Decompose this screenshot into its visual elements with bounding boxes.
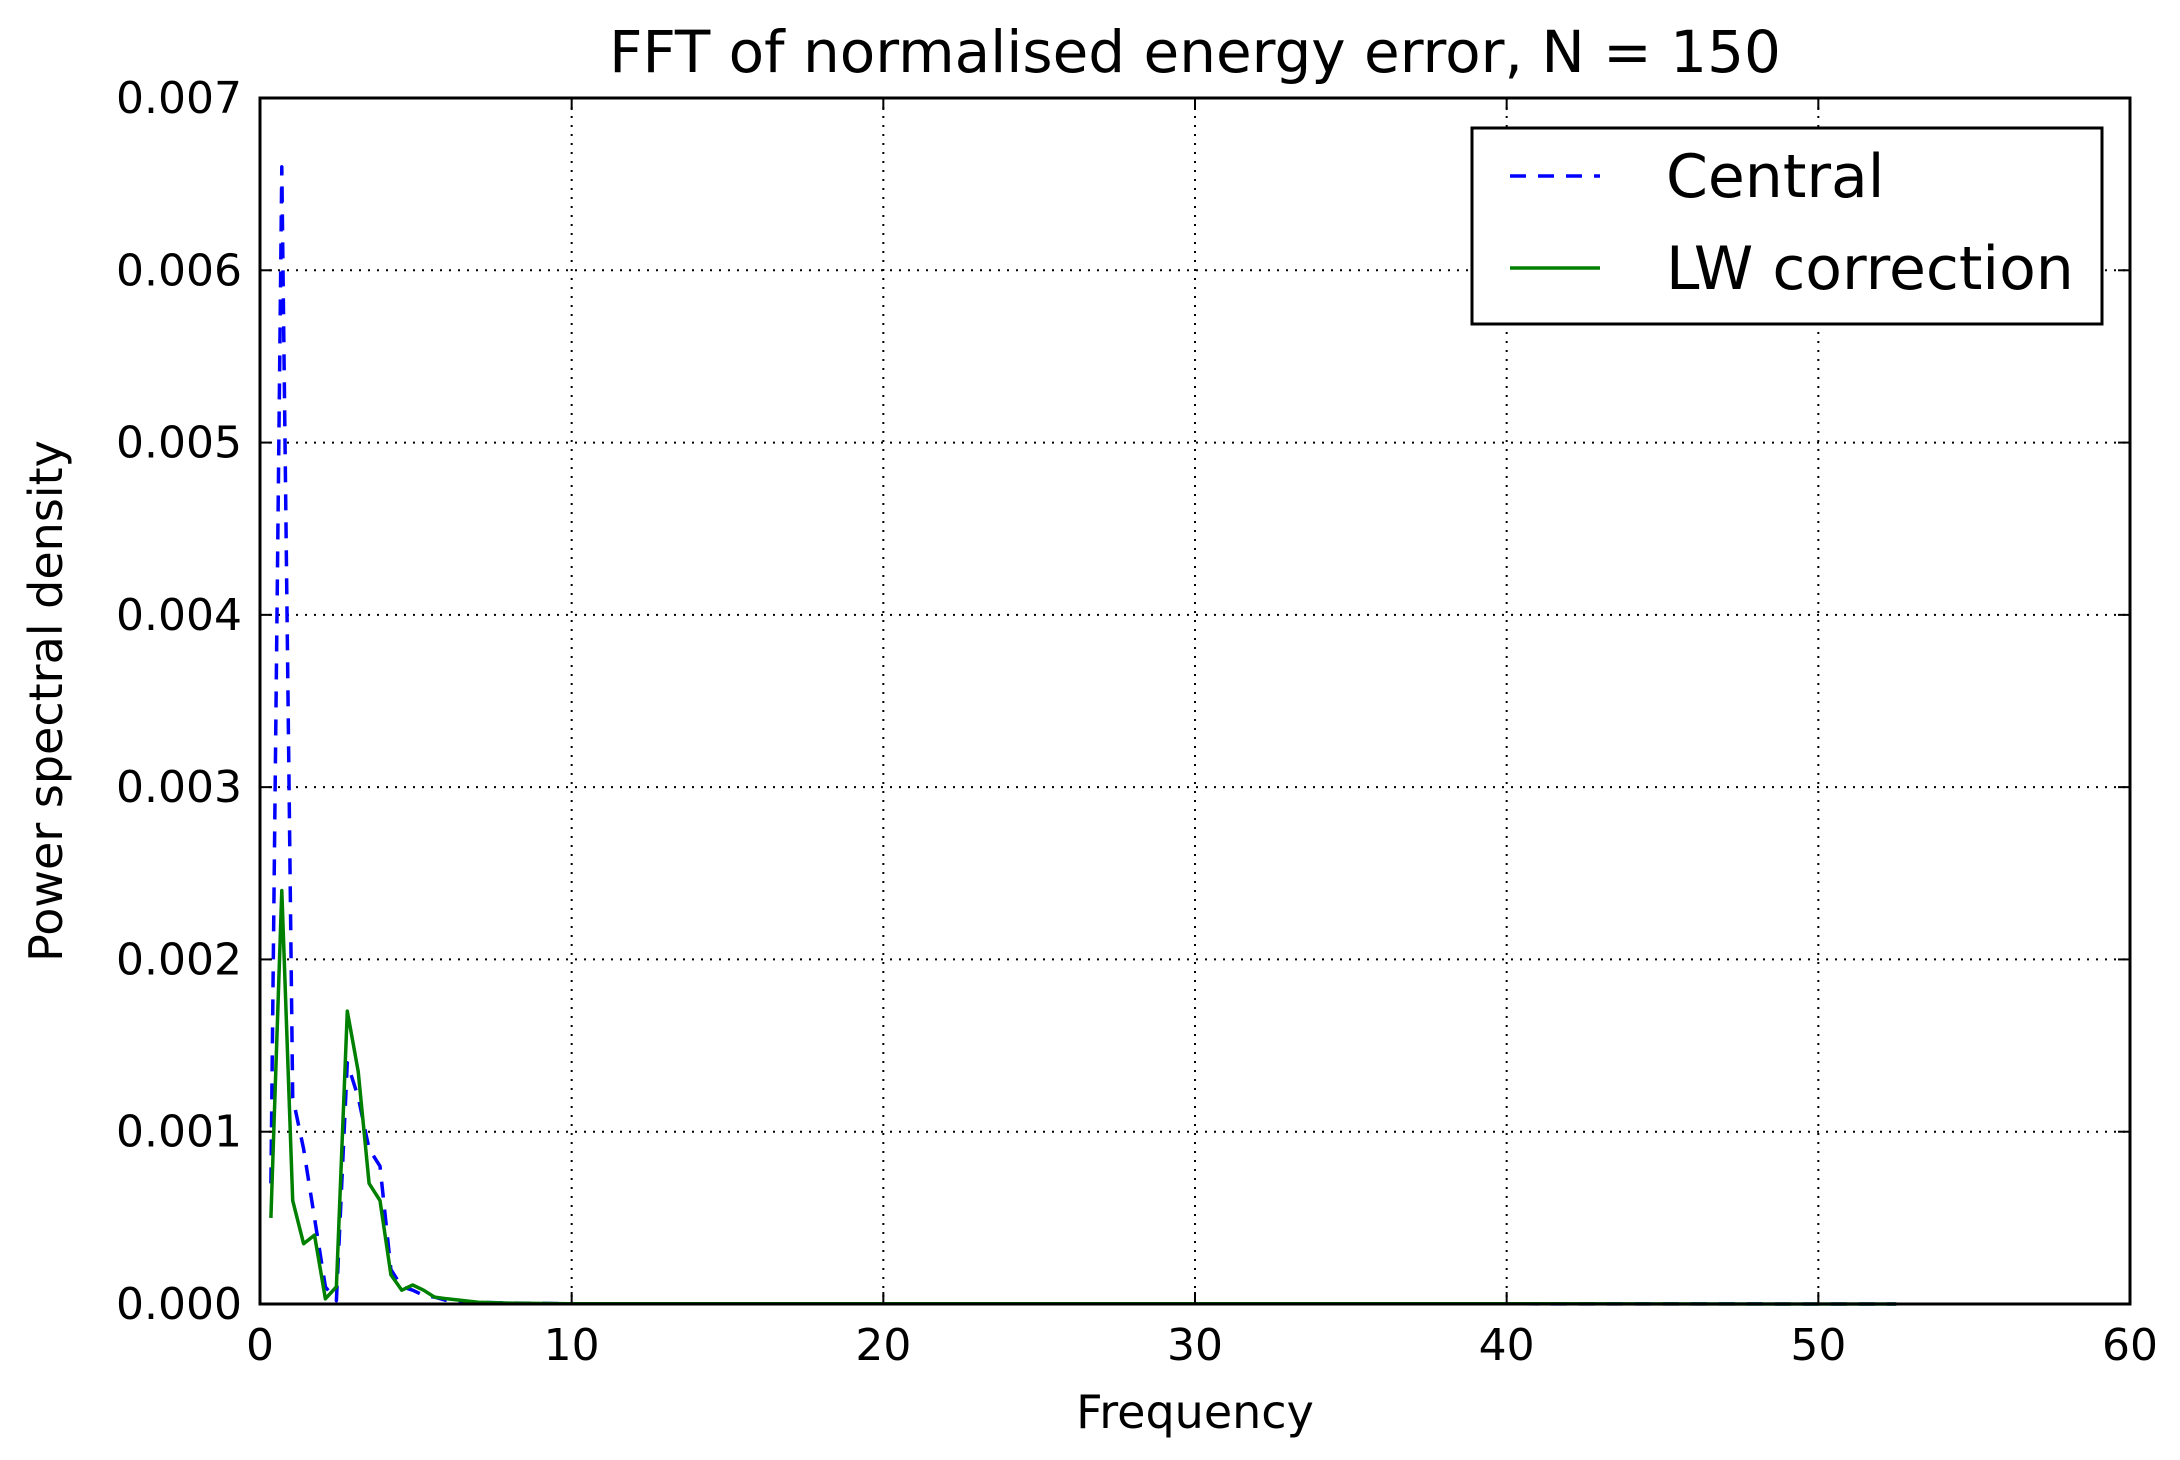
x-tick-label: 20 — [855, 1320, 911, 1371]
x-tick-label: 40 — [1479, 1320, 1535, 1371]
chart-title: FFT of normalised energy error, N = 150 — [609, 18, 1781, 86]
legend: Central LW correction — [1470, 126, 2104, 326]
x-tick-label: 60 — [2102, 1320, 2158, 1371]
y-tick-label: 0.001 — [116, 1107, 242, 1158]
y-tick-label: 0.002 — [116, 934, 242, 985]
y-tick-label: 0.003 — [116, 762, 242, 813]
y-tick-label: 0.000 — [116, 1279, 242, 1330]
x-tick-label: 30 — [1167, 1320, 1223, 1371]
x-tick-label: 10 — [544, 1320, 600, 1371]
y-axis-title: Power spectral density — [19, 440, 73, 962]
y-tick-label: 0.004 — [116, 590, 242, 641]
axis-ticks: 0 10 20 30 40 50 60 0.000 0.001 0.002 0.003 0.004 0.… — [116, 73, 2158, 1371]
x-axis-title: Frequency — [1076, 1385, 1314, 1439]
y-tick-label: 0.006 — [116, 245, 242, 296]
legend-label-lw-correction: LW correction — [1666, 234, 2074, 304]
y-tick-label: 0.005 — [116, 418, 242, 469]
legend-box — [1470, 126, 2104, 326]
x-tick-label: 50 — [1790, 1320, 1846, 1371]
legend-label-central: Central — [1666, 142, 1884, 212]
x-tick-label: 0 — [246, 1320, 274, 1371]
y-tick-label: 0.007 — [116, 73, 242, 124]
